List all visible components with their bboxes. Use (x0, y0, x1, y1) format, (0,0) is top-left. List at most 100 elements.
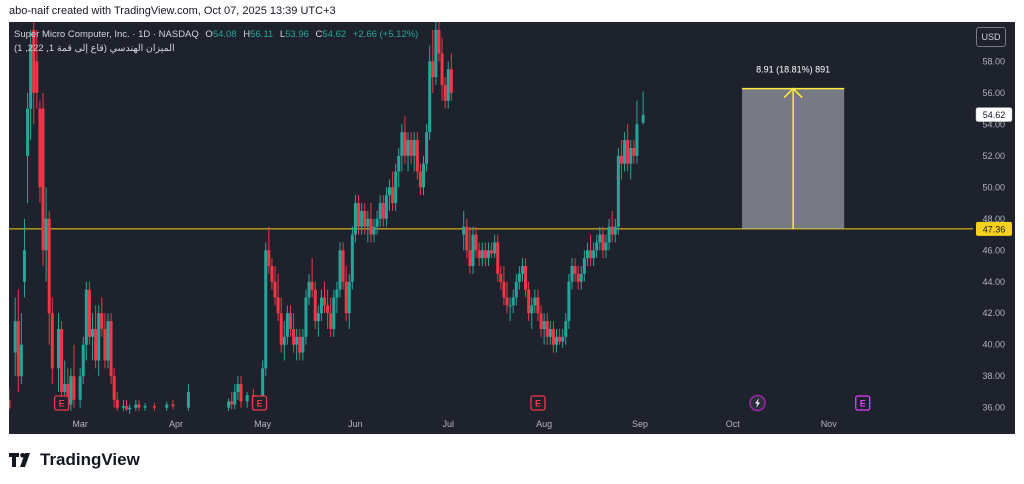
y-tick-label: 44.00 (982, 277, 1005, 287)
candle-body (632, 147, 636, 156)
candle-body (81, 344, 85, 377)
candle (273, 266, 277, 306)
candle-body (66, 384, 70, 405)
earnings-marker-icon[interactable]: E (855, 395, 871, 411)
candle (499, 266, 503, 290)
candle-body (270, 266, 274, 282)
candle (341, 242, 345, 290)
candle (387, 179, 391, 211)
candle-body (384, 195, 388, 219)
candle-body (273, 281, 277, 298)
candle-body (595, 242, 599, 251)
candle (270, 258, 274, 290)
candle (573, 258, 577, 282)
candle (56, 313, 60, 392)
change-value: +2.66 (+5.12%) (352, 29, 419, 40)
candle (84, 281, 88, 361)
candle (465, 218, 469, 259)
y-tick-label: 46.00 (982, 245, 1005, 255)
candle (357, 195, 361, 235)
y-tick-label: 48.00 (982, 214, 1005, 224)
candle (239, 376, 243, 408)
candle-body (134, 404, 138, 408)
candle (616, 147, 620, 235)
candle-body (533, 297, 537, 306)
candle-body (245, 395, 249, 402)
candle-body (84, 289, 88, 345)
candle (530, 297, 534, 329)
candle-body (446, 69, 450, 101)
candle-body (437, 29, 441, 54)
candle-body (304, 297, 308, 337)
candlestick-chart[interactable]: 47.36 8.91 (18.81%) 891 E E E E 36.00 38.00 4… (9, 22, 1015, 434)
candle-body (353, 203, 357, 235)
candle (304, 289, 308, 345)
candle-body (536, 297, 540, 314)
candle (397, 147, 401, 188)
candle-body (431, 61, 435, 78)
candle-body (288, 313, 292, 329)
time-axis: Mar Apr May Jun Jul Aug Sep Oct Nov (72, 419, 837, 429)
x-tick-label: Nov (821, 419, 838, 429)
candle-body (428, 61, 432, 133)
candle-body (326, 305, 330, 314)
candle-body (623, 140, 627, 164)
candle-body (357, 203, 361, 227)
candle-body (502, 281, 506, 298)
candle (551, 321, 555, 353)
candle-body (97, 313, 101, 361)
earnings-marker-icon[interactable]: E (53, 395, 70, 411)
candle (264, 242, 268, 377)
candle (595, 234, 599, 259)
earnings-marker-icon[interactable]: E (530, 395, 546, 411)
candle-body (576, 273, 580, 282)
dividend-marker-icon[interactable] (749, 394, 766, 412)
candle (279, 297, 283, 353)
candle-body (508, 305, 512, 307)
earnings-marker-icon[interactable]: E (251, 395, 268, 411)
candle-body (285, 313, 289, 337)
candle (533, 289, 537, 314)
candle (539, 305, 543, 337)
candle-body (462, 226, 466, 235)
candle-body (477, 250, 481, 259)
candle (610, 210, 614, 243)
candle-body (227, 401, 231, 408)
tradingview-logo: TradingView (9, 450, 140, 470)
candle (409, 132, 413, 164)
candle (394, 163, 398, 211)
candle (288, 305, 292, 337)
candle-body (329, 313, 333, 329)
price-range-measure: 8.91 (18.81%) 891 (742, 65, 845, 229)
candle-body (171, 404, 175, 407)
candle-body (19, 344, 23, 377)
level-price-label: 47.36 (983, 224, 1006, 234)
tradingview-logo-icon (9, 453, 30, 467)
candle (558, 328, 562, 345)
candle-body (307, 281, 311, 298)
candle-body (397, 155, 401, 172)
candle (403, 116, 407, 164)
candle-body (44, 218, 48, 251)
candle-body (298, 336, 302, 353)
candle-body (103, 328, 107, 361)
chart-panel[interactable]: 47.36 8.91 (18.81%) 891 E E E E 36.00 38.00 4… (9, 22, 1015, 434)
y-tick-label: 36.00 (982, 403, 1005, 413)
candle (381, 195, 385, 227)
candle-body (332, 297, 336, 329)
candle (282, 321, 286, 361)
candle (103, 313, 107, 369)
candle-body (539, 313, 543, 329)
candle-body (165, 404, 169, 408)
candle-body (230, 401, 234, 405)
candle (292, 313, 296, 353)
candle (641, 91, 645, 125)
candle (471, 226, 475, 274)
currency-button[interactable]: USD (976, 27, 1006, 47)
y-tick-label: 58.00 (982, 56, 1005, 66)
high-label: H (243, 29, 251, 40)
earnings-marker-box (251, 395, 268, 411)
candle-body (613, 226, 617, 235)
candle-body (41, 108, 45, 251)
candle (372, 218, 376, 243)
